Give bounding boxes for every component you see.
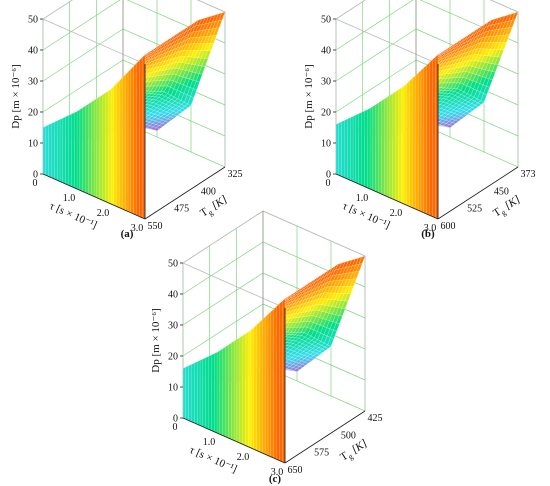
y-tick-label: 325 <box>228 169 243 180</box>
y-axis: 425 500 575 650 Tg[K] <box>288 413 383 476</box>
x-tick-label: 3.0 <box>271 467 284 478</box>
panel-label: (b) <box>421 228 435 240</box>
z-axis: 0 10 20 30 40 50 Dp [m × 10⁻⁶] <box>303 15 336 181</box>
y-tick-label: 575 <box>314 448 329 459</box>
x-tick-label: 1.0 <box>63 193 76 204</box>
z-axis: 0 10 20 30 40 50 Dp [m × 10⁻⁶] <box>10 15 43 181</box>
z-tick-label: 50 <box>321 15 331 26</box>
panel-label: (a) <box>121 228 134 240</box>
y-tick-label: 550 <box>148 221 163 232</box>
z-tick-label: 30 <box>168 321 178 332</box>
x-axis-label: τ [s × 10⁻¹] <box>48 200 99 232</box>
x-tick-label: 2.0 <box>97 208 110 219</box>
z-tick-label: 20 <box>28 108 38 119</box>
x-tick-label: 3.0 <box>131 223 144 234</box>
y-axis-label: Tg[K] <box>198 193 230 221</box>
y-axis-label-sub: g <box>499 208 507 218</box>
panel-1: 0 10 20 30 40 50 Dp [m × 10⁻⁶] 0 1.0 2.0 3.0 τ [s ×… <box>10 0 243 240</box>
x-tick-label: 2.0 <box>237 452 250 463</box>
y-axis-label: Tg[K] <box>338 437 370 465</box>
z-axis-label: Dp [m × 10⁻⁶] <box>150 308 162 372</box>
y-tick-label: 400 <box>201 186 216 197</box>
y-axis-label-sub: g <box>346 452 354 462</box>
surface-front-face <box>42 54 146 220</box>
z-tick-label: 10 <box>168 383 178 394</box>
x-tick-label: 0 <box>33 178 38 189</box>
z-tick-label: 50 <box>168 259 178 270</box>
z-axis-label: Dp [m × 10⁻⁶] <box>303 64 315 128</box>
axes <box>335 64 519 220</box>
axes <box>42 64 226 220</box>
z-tick-label: 30 <box>321 77 331 88</box>
z-tick-label: 20 <box>168 352 178 363</box>
x-tick-label: 1.0 <box>203 437 216 448</box>
y-tick-label: 600 <box>441 221 456 232</box>
panel-3: 0 10 20 30 40 50 Dp [m × 10⁻⁶] 0 1.0 2.0 3.0 τ [s ×… <box>150 210 383 485</box>
z-tick-label: 40 <box>28 46 38 57</box>
x-axis-label: τ [s × 10⁻¹] <box>188 444 239 476</box>
y-axis: 373 450 525 600 Tg[K] <box>441 169 536 232</box>
y-tick-label: 525 <box>467 204 482 215</box>
z-tick-label: 10 <box>321 139 331 150</box>
x-tick-label: 2.0 <box>390 208 403 219</box>
y-axis: 325 400 475 550 Tg[K] <box>148 169 243 232</box>
x-tick-label: 0 <box>326 178 331 189</box>
surface-front-face <box>182 298 286 464</box>
x-tick-label: 1.0 <box>356 193 369 204</box>
x-axis-label: τ [s × 10⁻¹] <box>341 200 392 232</box>
y-axis-label-sub: g <box>206 208 214 218</box>
y-tick-label: 500 <box>341 430 356 441</box>
x-tick-label: 3.0 <box>424 223 437 234</box>
z-tick-label: 50 <box>28 15 38 26</box>
z-tick-label: 20 <box>321 108 331 119</box>
x-tick-label: 0 <box>173 422 178 433</box>
y-tick-label: 450 <box>494 186 509 197</box>
panel-2: 0 10 20 30 40 50 Dp [m × 10⁻⁶] 0 1.0 2.0 3.0 τ [s ×… <box>303 0 536 240</box>
z-tick-label: 0 <box>173 414 178 425</box>
z-tick-label: 30 <box>28 77 38 88</box>
z-tick-label: 40 <box>321 46 331 57</box>
surface-front-face <box>335 54 439 220</box>
z-tick-label: 0 <box>33 170 38 181</box>
z-tick-label: 0 <box>326 170 331 181</box>
z-axis-label: Dp [m × 10⁻⁶] <box>10 64 22 128</box>
z-tick-label: 40 <box>168 290 178 301</box>
y-tick-label: 475 <box>174 204 189 215</box>
z-axis: 0 10 20 30 40 50 Dp [m × 10⁻⁶] <box>150 259 183 425</box>
y-tick-label: 373 <box>521 169 536 180</box>
y-tick-label: 650 <box>288 465 303 476</box>
axes <box>182 308 366 464</box>
y-tick-label: 425 <box>368 413 383 424</box>
y-axis-label: Tg[K] <box>491 193 523 221</box>
panel-label: (c) <box>269 473 282 485</box>
z-tick-label: 10 <box>28 139 38 150</box>
